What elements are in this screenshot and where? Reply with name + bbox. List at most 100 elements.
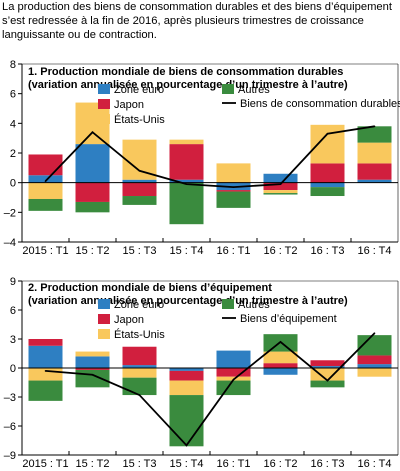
y-tick-label: 6: [10, 305, 16, 317]
x-tick-label: 16 : T4: [357, 458, 391, 470]
x-tick-label: 16 : T4: [357, 245, 391, 257]
line-point-3: [138, 170, 141, 172]
bar-euro-3: [122, 179, 157, 183]
bar-japon-2: [75, 368, 110, 370]
y-tick-label: –6: [4, 421, 16, 433]
legend-swatch-usa: [98, 329, 110, 339]
line-point-1: [44, 180, 47, 182]
bar-usa-4: [169, 380, 204, 396]
bar-euro-1: [28, 175, 63, 183]
series-line: [45, 332, 376, 447]
bar-euro-7: [310, 366, 345, 368]
bar-usa-5: [216, 163, 251, 183]
x-tick-label: 16 : T2: [263, 458, 297, 470]
legend-label-japon: Japon: [114, 99, 144, 111]
bar-euro-1: [28, 345, 63, 368]
x-tick-label: 15 : T2: [75, 458, 109, 470]
bar-usa-1: [28, 182, 63, 199]
bar-euro-2: [75, 356, 110, 368]
x-tick-label: 15 : T4: [169, 245, 203, 257]
x-tick-label: 16 : T3: [310, 245, 344, 257]
bar-autres-4: [169, 182, 204, 225]
bar-usa-3: [122, 368, 157, 378]
bar-japon-6: [263, 182, 298, 191]
bar-autres-4: [169, 395, 204, 447]
line-point-5: [232, 186, 235, 188]
legend-swatch-autres: [222, 299, 234, 309]
bar-euro-6: [263, 368, 298, 375]
legend-label-autres: Autres: [238, 299, 270, 311]
y-tick-label: 9: [10, 276, 16, 288]
bar-usa-4: [169, 139, 204, 145]
bar-autres-2: [75, 369, 110, 388]
bar-japon-8: [357, 163, 392, 180]
x-tick-label: 15 : T2: [75, 245, 109, 257]
y-tick-label: 6: [10, 89, 16, 101]
legend-swatch-japon: [98, 99, 110, 109]
line-point-8: [373, 332, 376, 335]
line-point-6: [279, 341, 282, 343]
panel-subtitle: (variation annualisée en pourcentage d’u…: [28, 295, 348, 307]
line-point-2: [91, 131, 94, 134]
bar-autres-3: [122, 377, 157, 396]
legend-swatch-autres: [222, 84, 234, 94]
y-tick-label: –3: [4, 392, 16, 404]
y-tick-label: 4: [10, 118, 16, 130]
bar-autres-1: [28, 380, 63, 401]
bar-japon-1: [28, 154, 63, 176]
y-tick-label: –9: [4, 450, 16, 462]
legend-swatch-usa: [98, 114, 110, 124]
legend-swatch-euro: [98, 299, 110, 309]
y-tick-label: 0: [10, 178, 16, 190]
bar-japon-3: [122, 182, 157, 197]
legend-label-autres: Autres: [238, 84, 270, 96]
bar-japon-8: [357, 355, 392, 365]
x-tick-label: 16 : T1: [216, 458, 250, 470]
bar-usa-3: [122, 139, 157, 180]
bar-usa-6: [263, 190, 298, 194]
bar-euro-7: [310, 182, 345, 188]
bar-usa-1: [28, 368, 63, 381]
bar-usa-6: [263, 351, 298, 364]
y-tick-label: 0: [10, 363, 16, 375]
bar-japon-7: [310, 163, 345, 183]
bar-japon-1: [28, 339, 63, 346]
bar-autres-7: [310, 380, 345, 388]
bar-usa-8: [357, 368, 392, 377]
x-tick-label: 15 : T4: [169, 458, 203, 470]
bar-euro-6: [263, 173, 298, 183]
bar-autres-8: [357, 126, 392, 143]
x-tick-label: 16 : T3: [310, 458, 344, 470]
legend-label-euro: Zone euro: [114, 299, 164, 311]
line-point-6: [279, 183, 282, 185]
bar-usa-2: [75, 351, 110, 357]
bar-autres-5: [216, 191, 251, 208]
bar-autres-2: [75, 201, 110, 213]
legend-label-usa: États-Unis: [114, 113, 165, 126]
line-point-7: [326, 379, 329, 382]
bar-japon-7: [310, 360, 345, 367]
line-point-2: [91, 373, 94, 376]
bar-autres-8: [357, 335, 392, 356]
x-tick-label: 2015 : T1: [22, 245, 68, 257]
bar-usa-8: [357, 142, 392, 164]
line-point-1: [44, 370, 47, 372]
legend-swatch-japon: [98, 314, 110, 324]
panel-subtitle: (variation annualisée en pourcentage d’u…: [28, 79, 348, 91]
legend-swatch-euro: [98, 84, 110, 94]
x-tick-label: 15 : T3: [122, 245, 156, 257]
legend-label-euro: Zone euro: [114, 84, 164, 96]
line-point-7: [326, 132, 329, 135]
y-tick-label: 3: [10, 334, 16, 346]
panel-title: 1. Production mondiale de biens de conso…: [28, 66, 343, 78]
bar-euro-4: [169, 368, 204, 371]
bar-euro-8: [357, 179, 392, 183]
legend-label-usa: États-Unis: [114, 328, 165, 341]
bar-euro-2: [75, 144, 110, 183]
bar-euro-5: [216, 350, 251, 368]
legend-label-line: Biens de consommation durables: [240, 98, 400, 110]
figure-caption: La production des biens de consommation …: [2, 1, 392, 41]
bar-euro-3: [122, 365, 157, 368]
y-tick-label: 8: [10, 59, 16, 71]
